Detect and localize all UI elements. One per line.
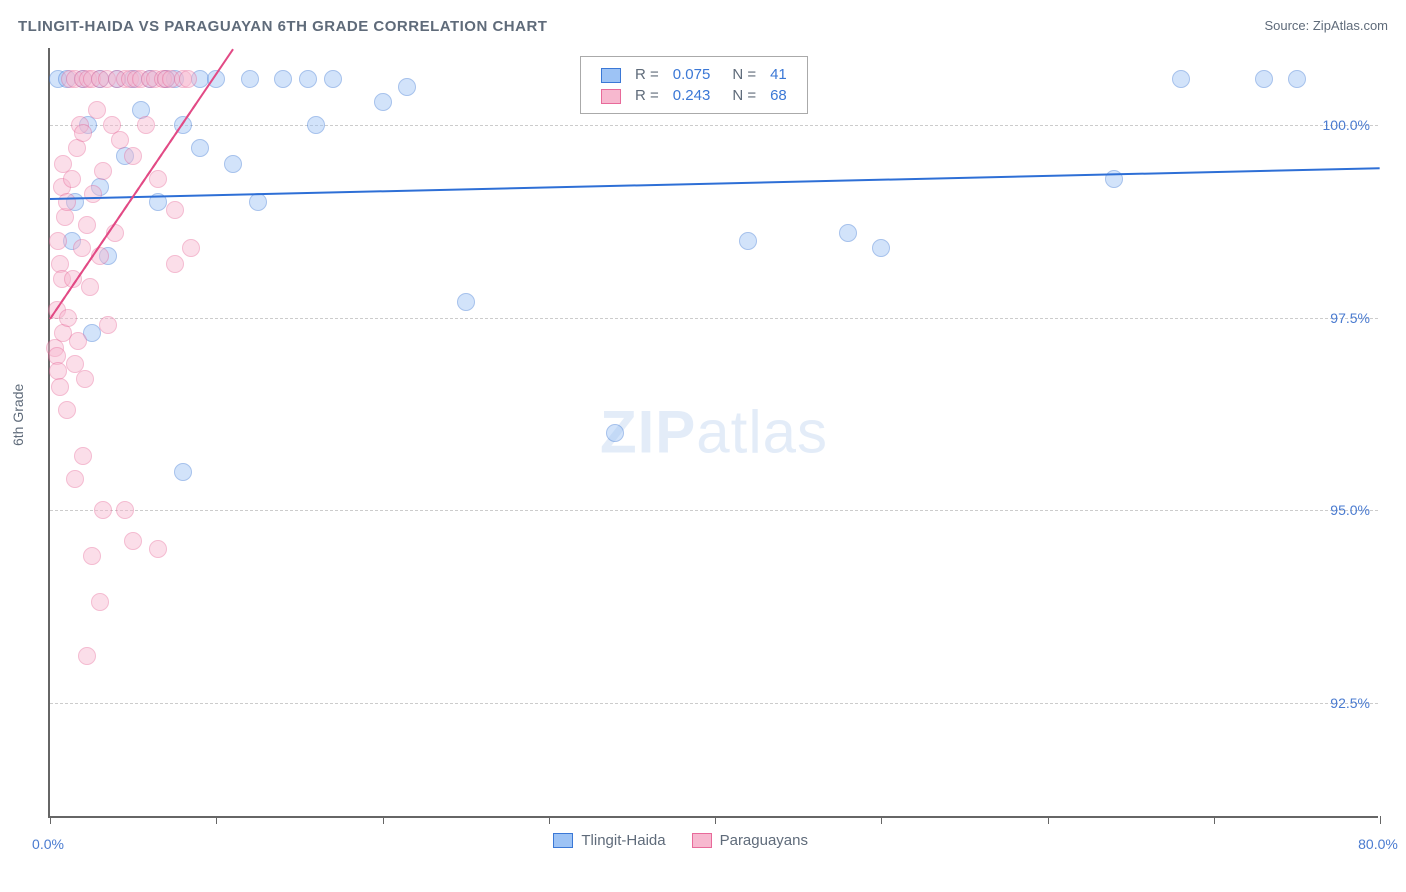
xtick [1380,816,1381,824]
scatter-point [1288,70,1306,88]
scatter-point [74,447,92,465]
scatter-point [111,131,129,149]
legend-label: Paraguayans [720,832,808,849]
scatter-point [166,201,184,219]
scatter-point [182,239,200,257]
watermark: ZIPatlas [600,398,828,467]
ytick-label: 95.0% [1330,502,1370,518]
scatter-point [94,501,112,519]
scatter-point [78,216,96,234]
ytick-label: 92.5% [1330,695,1370,711]
scatter-point [324,70,342,88]
scatter-point [398,78,416,96]
scatter-point [457,293,475,311]
scatter-point [191,139,209,157]
scatter-point [83,547,101,565]
scatter-point [374,93,392,111]
scatter-point [249,193,267,211]
plot-area: ZIPatlas 92.5% 95.0% 97.5% 100.0% [48,48,1378,818]
scatter-point [137,116,155,134]
scatter-point [74,124,92,142]
stats-legend: R =0.075N =41R =0.243N =68 [580,56,808,114]
xtick [383,816,384,824]
scatter-point [307,116,325,134]
gridline-h [50,318,1378,319]
scatter-point [66,470,84,488]
scatter-point [839,224,857,242]
xtick [216,816,217,824]
scatter-point [51,378,69,396]
ytick-label: 97.5% [1330,310,1370,326]
legend-swatch [553,833,573,848]
scatter-point [1172,70,1190,88]
legend-swatch [601,89,621,104]
y-axis-label: 6th Grade [10,384,26,446]
scatter-point [224,155,242,173]
scatter-point [63,170,81,188]
gridline-h [50,703,1378,704]
legend-swatch [601,68,621,83]
scatter-point [606,424,624,442]
scatter-point [78,647,96,665]
scatter-point [84,185,102,203]
watermark-light: atlas [696,399,828,466]
scatter-point [179,70,197,88]
scatter-point [94,162,112,180]
scatter-point [73,239,91,257]
scatter-point [76,370,94,388]
scatter-point [166,255,184,273]
xtick [50,816,51,824]
xtick [881,816,882,824]
scatter-point [88,101,106,119]
gridline-h [50,125,1378,126]
scatter-point [124,147,142,165]
scatter-point [124,532,142,550]
series-legend: Tlingit-Haida Paraguayans [553,832,826,849]
xtick-label: 0.0% [32,836,64,852]
scatter-point [149,170,167,188]
stats-table: R =0.075N =41R =0.243N =68 [593,63,795,107]
scatter-point [274,70,292,88]
chart-title: TLINGIT-HAIDA VS PARAGUAYAN 6TH GRADE CO… [18,18,547,35]
scatter-point [91,593,109,611]
scatter-point [739,232,757,250]
legend-label: Tlingit-Haida [581,832,665,849]
trend-line [50,167,1380,200]
scatter-point [872,239,890,257]
scatter-point [99,316,117,334]
source-label: Source: ZipAtlas.com [1264,18,1388,33]
xtick [1048,816,1049,824]
scatter-point [174,463,192,481]
xtick [549,816,550,824]
scatter-point [59,309,77,327]
scatter-point [49,232,67,250]
scatter-point [58,401,76,419]
scatter-point [81,278,99,296]
scatter-point [1255,70,1273,88]
legend-swatch [692,833,712,848]
xtick [715,816,716,824]
scatter-point [68,139,86,157]
scatter-point [241,70,259,88]
scatter-point [56,208,74,226]
xtick [1214,816,1215,824]
scatter-point [58,193,76,211]
ytick-label: 100.0% [1323,117,1370,133]
xtick-label: 80.0% [1358,836,1398,852]
scatter-point [69,332,87,350]
scatter-point [299,70,317,88]
scatter-point [116,501,134,519]
scatter-point [149,540,167,558]
gridline-h [50,510,1378,511]
